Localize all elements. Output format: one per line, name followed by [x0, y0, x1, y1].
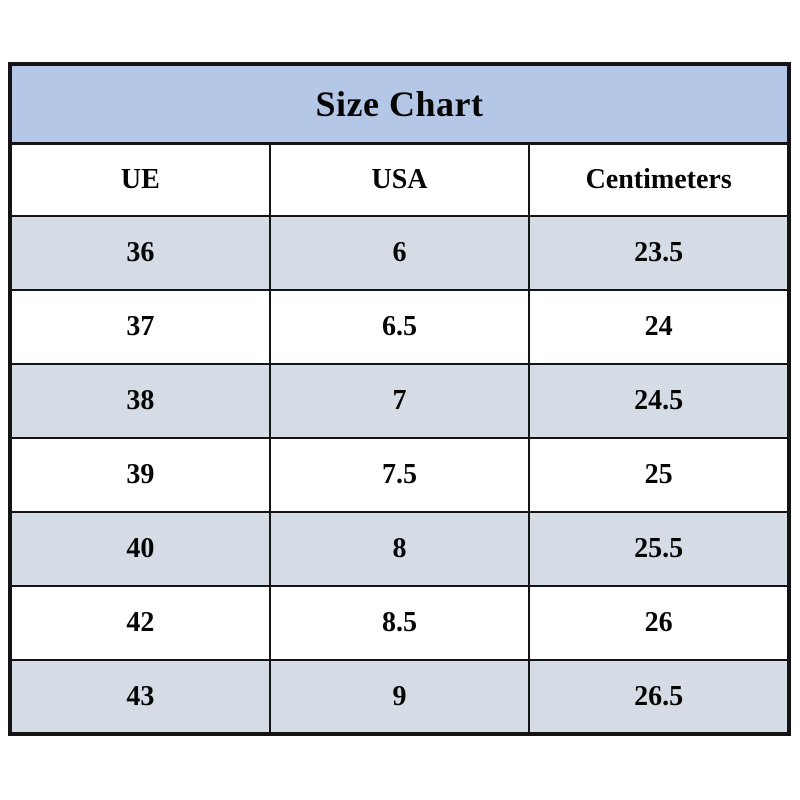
table-header-row: UE USA Centimeters [9, 142, 790, 217]
column-header-usa: USA [268, 142, 531, 217]
cell-cm: 25 [528, 437, 790, 513]
cell-cm: 25.5 [528, 511, 790, 587]
cell-usa: 7 [268, 363, 531, 439]
column-header-ue: UE [9, 142, 271, 217]
table-title-row: Size Chart [9, 63, 790, 145]
column-header-centimeters: Centimeters [528, 142, 790, 217]
cell-usa: 8.5 [268, 585, 531, 661]
table-row: 40 8 25.5 [9, 511, 790, 587]
cell-usa: 6.5 [268, 289, 531, 365]
table-row: 38 7 24.5 [9, 363, 790, 439]
cell-ue: 43 [9, 659, 271, 735]
size-chart-table-container: Size Chart UE USA Centimeters 36 6 23.5 … [8, 62, 791, 736]
cell-ue: 42 [9, 585, 271, 661]
table-row: 36 6 23.5 [9, 215, 790, 291]
cell-cm: 24 [528, 289, 790, 365]
table-row: 37 6.5 24 [9, 289, 790, 365]
cell-ue: 38 [9, 363, 271, 439]
table-row: 43 9 26.5 [9, 659, 790, 735]
cell-usa: 7.5 [268, 437, 531, 513]
cell-usa: 9 [268, 659, 531, 735]
cell-ue: 36 [9, 215, 271, 291]
cell-cm: 26 [528, 585, 790, 661]
size-chart-table: Size Chart UE USA Centimeters 36 6 23.5 … [8, 62, 791, 736]
cell-usa: 8 [268, 511, 531, 587]
cell-cm: 26.5 [528, 659, 790, 735]
table-title: Size Chart [9, 63, 790, 145]
table-row: 42 8.5 26 [9, 585, 790, 661]
cell-usa: 6 [268, 215, 531, 291]
cell-ue: 37 [9, 289, 271, 365]
cell-cm: 24.5 [528, 363, 790, 439]
cell-cm: 23.5 [528, 215, 790, 291]
cell-ue: 39 [9, 437, 271, 513]
table-row: 39 7.5 25 [9, 437, 790, 513]
cell-ue: 40 [9, 511, 271, 587]
